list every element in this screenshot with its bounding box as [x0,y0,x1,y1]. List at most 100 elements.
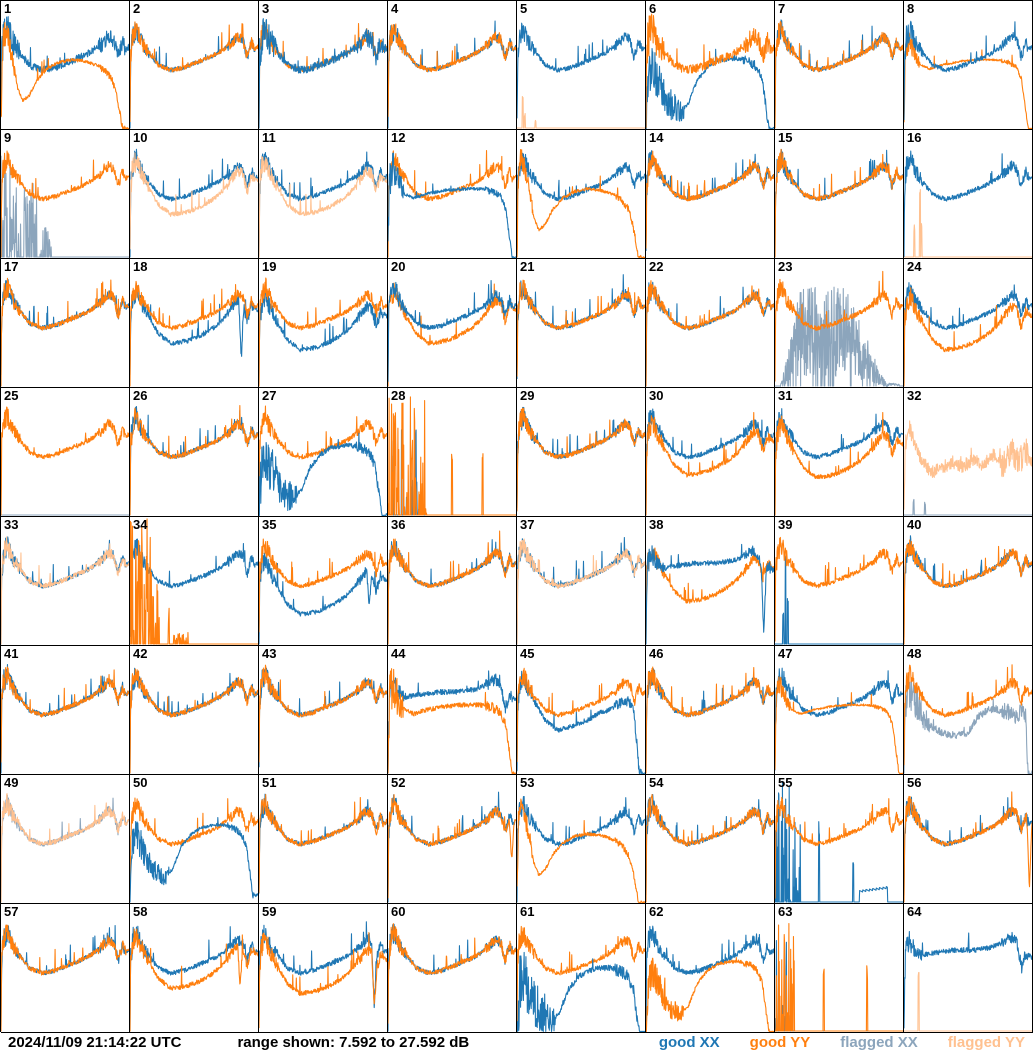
antenna-panel-54[interactable]: 54 [646,775,775,904]
trace-good-yy [775,148,903,258]
spectrum-plot [646,543,774,645]
spectrum-plot [904,535,1032,645]
trace-good-yy [775,536,903,642]
trace-good-xx [646,925,774,1032]
antenna-panel-5[interactable]: 5 [517,1,646,130]
antenna-panel-17[interactable]: 17 [1,259,130,388]
antenna-panel-13[interactable]: 13 [517,130,646,259]
antenna-panel-36[interactable]: 36 [388,517,517,646]
antenna-panel-37[interactable]: 37 [517,517,646,646]
antenna-panel-42[interactable]: 42 [130,646,259,775]
antenna-panel-12[interactable]: 12 [388,130,517,259]
trace-good-yy [517,925,645,1032]
antenna-panel-53[interactable]: 53 [517,775,646,904]
trace-good-xx [646,47,774,129]
antenna-panel-11[interactable]: 11 [259,130,388,259]
antenna-panel-49[interactable]: 49 [1,775,130,904]
antenna-panel-57[interactable]: 57 [1,904,130,1033]
panel-number: 46 [649,646,664,661]
antenna-panel-58[interactable]: 58 [130,904,259,1033]
antenna-panel-45[interactable]: 45 [517,646,646,775]
antenna-panel-35[interactable]: 35 [259,517,388,646]
trace-good-yy [130,928,258,1032]
panel-number: 22 [649,259,664,274]
spectrum-plot [388,396,516,516]
panel-number: 47 [778,646,793,661]
spectrum-plot [517,148,645,258]
trace-good-yy [1,277,129,387]
antenna-panel-20[interactable]: 20 [388,259,517,388]
antenna-panel-18[interactable]: 18 [130,259,259,388]
trace-good-yy [517,148,645,258]
antenna-panel-40[interactable]: 40 [904,517,1033,646]
antenna-panel-19[interactable]: 19 [259,259,388,388]
trace-good-xx [775,780,903,903]
antenna-panel-4[interactable]: 4 [388,1,517,130]
antenna-panel-44[interactable]: 44 [388,646,517,775]
antenna-panel-64[interactable]: 64 [904,904,1033,1033]
antenna-panel-59[interactable]: 59 [259,904,388,1033]
antenna-panel-1[interactable]: 1 [1,1,130,130]
panel-number: 44 [391,646,406,661]
antenna-panel-47[interactable]: 47 [775,646,904,775]
panel-number: 3 [262,1,270,16]
antenna-panel-60[interactable]: 60 [388,904,517,1033]
antenna-panel-63[interactable]: 63 [775,904,904,1033]
spectrum-plot [1,793,129,903]
antenna-panel-6[interactable]: 6 [646,1,775,130]
trace-good-yy [646,666,774,774]
antenna-panel-43[interactable]: 43 [259,646,388,775]
antenna-panel-23[interactable]: 23 [775,259,904,388]
antenna-panel-41[interactable]: 41 [1,646,130,775]
trace-good-xx [775,555,903,645]
antenna-panel-16[interactable]: 16 [904,130,1033,259]
antenna-panel-24[interactable]: 24 [904,259,1033,388]
antenna-panel-26[interactable]: 26 [130,388,259,517]
antenna-panel-25[interactable]: 25 [1,388,130,517]
antenna-panel-8[interactable]: 8 [904,1,1033,130]
trace-good-yy [388,668,516,774]
antenna-panel-2[interactable]: 2 [130,1,259,130]
timestamp: 2024/11/09 21:14:22 UTC [8,1034,182,1051]
antenna-panel-61[interactable]: 61 [517,904,646,1033]
antenna-panel-50[interactable]: 50 [130,775,259,904]
trace-good-xx [259,289,387,385]
antenna-panel-34[interactable]: 34 [130,517,259,646]
antenna-panel-39[interactable]: 39 [775,517,904,646]
antenna-panel-29[interactable]: 29 [517,388,646,517]
antenna-panel-33[interactable]: 33 [1,517,130,646]
antenna-panel-27[interactable]: 27 [259,388,388,517]
trace-good-yy [904,287,1032,387]
antenna-panel-22[interactable]: 22 [646,259,775,388]
antenna-panel-9[interactable]: 9 [1,130,130,259]
antenna-panel-30[interactable]: 30 [646,388,775,517]
spectrum-plot [904,930,1032,1032]
antenna-panel-32[interactable]: 32 [904,388,1033,517]
antenna-panel-48[interactable]: 48 [904,646,1033,775]
antenna-panel-15[interactable]: 15 [775,130,904,259]
spectrum-plot [775,408,903,516]
antenna-panel-14[interactable]: 14 [646,130,775,259]
antenna-panel-62[interactable]: 62 [646,904,775,1033]
spectrum-plot [388,668,516,774]
antenna-panel-46[interactable]: 46 [646,646,775,775]
antenna-panel-51[interactable]: 51 [259,775,388,904]
antenna-panel-38[interactable]: 38 [646,517,775,646]
antenna-panel-7[interactable]: 7 [775,1,904,130]
antenna-panel-52[interactable]: 52 [388,775,517,904]
antenna-panel-56[interactable]: 56 [904,775,1033,904]
antenna-panel-55[interactable]: 55 [775,775,904,904]
spectrum-plot [904,282,1032,387]
antenna-panel-28[interactable]: 28 [388,388,517,517]
trace-good-xx [388,20,516,129]
spectrum-plot [388,20,516,129]
antenna-panel-3[interactable]: 3 [259,1,388,130]
panel-number: 14 [649,130,664,145]
trace-good-xx [646,794,774,896]
panel-number: 10 [133,130,148,145]
trace-good-yy [904,539,1032,645]
antenna-panel-31[interactable]: 31 [775,388,904,517]
antenna-panel-21[interactable]: 21 [517,259,646,388]
trace-good-yy [388,923,516,1024]
antenna-panel-10[interactable]: 10 [130,130,259,259]
